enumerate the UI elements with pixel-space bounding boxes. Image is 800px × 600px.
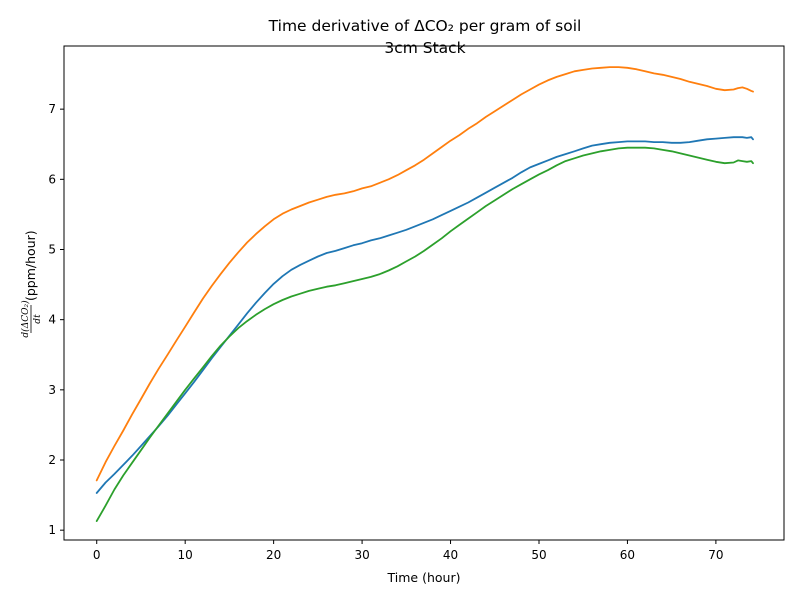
y-axis: 1 2 3 4 5 6 7 [48,102,64,537]
y-tick-label: 7 [48,102,56,116]
x-tick-label: 10 [178,548,193,562]
y-axis-label-unit: (ppm/hour) [23,230,38,301]
y-axis-label-denominator: dt [33,314,43,324]
y-tick-label: 3 [48,383,56,397]
x-axis-label: Time (hour) [387,570,461,585]
y-tick-label: 2 [48,453,56,467]
series-line-2 [95,66,754,482]
x-tick-label: 0 [93,548,101,562]
y-axis-label-numerator: d(ΔCO₂) [20,300,31,338]
series-line-1 [95,136,754,494]
plot-frame [63,45,785,541]
y-tick-label: 1 [48,523,56,537]
x-tick-label: 30 [354,548,369,562]
chart-subtitle: 3cm Stack [384,39,465,57]
y-tick-label: 4 [48,313,56,327]
x-tick-label: 20 [266,548,281,562]
y-axis-label: d(ΔCO₂) dt (ppm/hour) [20,230,43,337]
plot-lines [95,66,754,522]
x-tick-label: 70 [708,548,723,562]
x-tick-label: 50 [531,548,546,562]
x-tick-label: 60 [620,548,635,562]
x-tick-label: 40 [443,548,458,562]
series-line-3 [95,146,754,522]
chart-title: Time derivative of ΔCO₂ per gram of soil [268,17,582,35]
y-tick-label: 6 [48,172,56,186]
y-tick-label: 5 [48,242,56,256]
x-axis: 0 10 20 30 40 50 60 70 [93,540,724,562]
